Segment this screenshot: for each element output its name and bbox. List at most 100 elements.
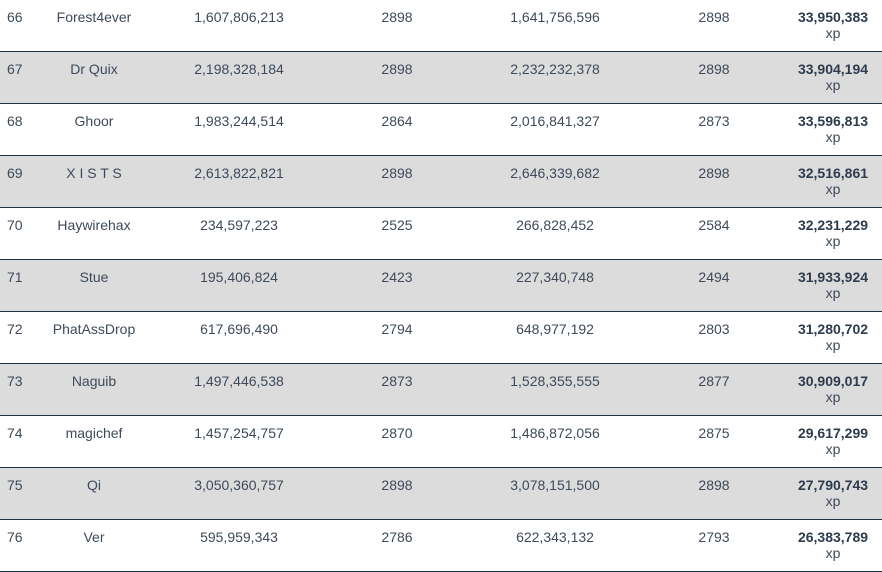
end-xp-cell: 648,977,192 [516, 321, 594, 337]
xp-gained-cell: 27,790,743 xp [798, 477, 868, 509]
xp-unit-label: xp [825, 181, 841, 197]
end-xp-cell: 3,078,151,500 [510, 477, 600, 493]
xp-gained-value: 26,383,789 [797, 529, 869, 545]
xp-unit-label: xp [825, 77, 841, 93]
end-level-cell: 2898 [698, 61, 730, 77]
player-name-cell[interactable]: PhatAssDrop [52, 321, 136, 337]
player-name-cell[interactable]: Haywirehax [57, 217, 131, 233]
table-row[interactable]: 72 PhatAssDrop 617,696,490 2794 648,977,… [0, 312, 882, 364]
end-level-cell: 2494 [698, 269, 730, 285]
start-xp-cell: 3,050,360,757 [194, 477, 284, 493]
player-name-cell[interactable]: X I S T S [66, 165, 122, 181]
table-row[interactable]: 75 Qi 3,050,360,757 2898 3,078,151,500 2… [0, 468, 882, 520]
rank-cell: 73 [7, 373, 23, 389]
player-name-cell[interactable]: Stue [79, 269, 109, 285]
start-xp-cell: 2,198,328,184 [194, 61, 284, 77]
start-xp-cell: 234,597,223 [200, 217, 278, 233]
player-name-cell[interactable]: Ghoor [74, 113, 114, 129]
player-name-cell[interactable]: Forest4ever [56, 9, 132, 25]
xp-gained-cell: 29,617,299 xp [798, 425, 868, 457]
start-level-cell: 2786 [381, 529, 413, 545]
end-xp-cell: 227,340,748 [516, 269, 594, 285]
end-xp-cell: 1,641,756,596 [510, 9, 600, 25]
xp-unit-label: xp [825, 493, 841, 509]
xp-gained-value: 27,790,743 [797, 477, 869, 493]
xp-gained-value: 33,596,813 [797, 113, 869, 129]
xp-gained-cell: 26,383,789 xp [798, 529, 868, 561]
xp-gained-cell: 31,933,924 xp [798, 269, 868, 301]
start-level-cell: 2864 [381, 113, 413, 129]
xp-unit-label: xp [825, 233, 841, 249]
end-xp-cell: 622,343,132 [516, 529, 594, 545]
start-level-cell: 2898 [381, 9, 413, 25]
xp-unit-label: xp [825, 545, 841, 561]
start-xp-cell: 1,457,254,757 [194, 425, 284, 441]
xp-unit-label: xp [825, 129, 841, 145]
table-row[interactable]: 74 magichef 1,457,254,757 2870 1,486,872… [0, 416, 882, 468]
start-xp-cell: 595,959,343 [200, 529, 278, 545]
end-level-cell: 2898 [698, 9, 730, 25]
end-xp-cell: 2,016,841,327 [510, 113, 600, 129]
xp-gained-cell: 30,909,017 xp [798, 373, 868, 405]
table-row[interactable]: 76 Ver 595,959,343 2786 622,343,132 2793… [0, 520, 882, 572]
xp-gained-value: 30,909,017 [797, 373, 869, 389]
xp-gained-value: 31,280,702 [797, 321, 869, 337]
start-level-cell: 2898 [381, 477, 413, 493]
end-level-cell: 2875 [698, 425, 730, 441]
start-xp-cell: 1,497,446,538 [194, 373, 284, 389]
end-level-cell: 2803 [698, 321, 730, 337]
xp-gained-cell: 31,280,702 xp [798, 321, 868, 353]
player-name-cell[interactable]: Ver [83, 529, 105, 545]
xp-gained-value: 33,904,194 [797, 61, 869, 77]
table-row[interactable]: 69 X I S T S 2,613,822,821 2898 2,646,33… [0, 156, 882, 208]
rank-cell: 67 [7, 61, 23, 77]
xp-gained-cell: 33,904,194 xp [798, 61, 868, 93]
end-xp-cell: 2,646,339,682 [510, 165, 600, 181]
table-row[interactable]: 66 Forest4ever 1,607,806,213 2898 1,641,… [0, 0, 882, 52]
start-level-cell: 2870 [381, 425, 413, 441]
rank-cell: 66 [7, 9, 23, 25]
table-row[interactable]: 73 Naguib 1,497,446,538 2873 1,528,355,5… [0, 364, 882, 416]
xp-unit-label: xp [825, 285, 841, 301]
end-xp-cell: 1,528,355,555 [510, 373, 600, 389]
start-xp-cell: 2,613,822,821 [194, 165, 284, 181]
table-row[interactable]: 70 Haywirehax 234,597,223 2525 266,828,4… [0, 208, 882, 260]
rank-cell: 68 [7, 113, 23, 129]
table-row[interactable]: 71 Stue 195,406,824 2423 227,340,748 249… [0, 260, 882, 312]
start-xp-cell: 195,406,824 [200, 269, 278, 285]
start-xp-cell: 1,607,806,213 [194, 9, 284, 25]
end-level-cell: 2584 [698, 217, 730, 233]
end-xp-cell: 266,828,452 [516, 217, 594, 233]
end-xp-cell: 2,232,232,378 [510, 61, 600, 77]
xp-gained-cell: 33,950,383 xp [798, 9, 868, 41]
end-level-cell: 2877 [698, 373, 730, 389]
rank-cell: 74 [7, 425, 23, 441]
xp-unit-label: xp [825, 25, 841, 41]
xp-unit-label: xp [825, 389, 841, 405]
player-name-cell[interactable]: magichef [65, 425, 123, 441]
rank-cell: 76 [7, 529, 23, 545]
end-level-cell: 2793 [698, 529, 730, 545]
player-name-cell[interactable]: Naguib [71, 373, 117, 389]
rank-cell: 75 [7, 477, 23, 493]
xp-gained-cell: 32,516,861 xp [798, 165, 868, 197]
xp-gained-cell: 33,596,813 xp [798, 113, 868, 145]
table-row[interactable]: 68 Ghoor 1,983,244,514 2864 2,016,841,32… [0, 104, 882, 156]
start-level-cell: 2898 [381, 61, 413, 77]
start-level-cell: 2423 [381, 269, 413, 285]
start-level-cell: 2794 [381, 321, 413, 337]
start-level-cell: 2898 [381, 165, 413, 181]
rank-cell: 70 [7, 217, 23, 233]
xp-gained-value: 29,617,299 [797, 425, 869, 441]
xp-unit-label: xp [825, 441, 841, 457]
xp-unit-label: xp [825, 337, 841, 353]
end-level-cell: 2898 [698, 477, 730, 493]
player-name-cell[interactable]: Dr Quix [70, 61, 118, 77]
xp-gained-value: 31,933,924 [797, 269, 869, 285]
start-level-cell: 2873 [381, 373, 413, 389]
rank-cell: 72 [7, 321, 23, 337]
player-name-cell[interactable]: Qi [87, 477, 101, 493]
table-row[interactable]: 67 Dr Quix 2,198,328,184 2898 2,232,232,… [0, 52, 882, 104]
rank-cell: 69 [7, 165, 23, 181]
xp-gained-value: 33,950,383 [797, 9, 869, 25]
